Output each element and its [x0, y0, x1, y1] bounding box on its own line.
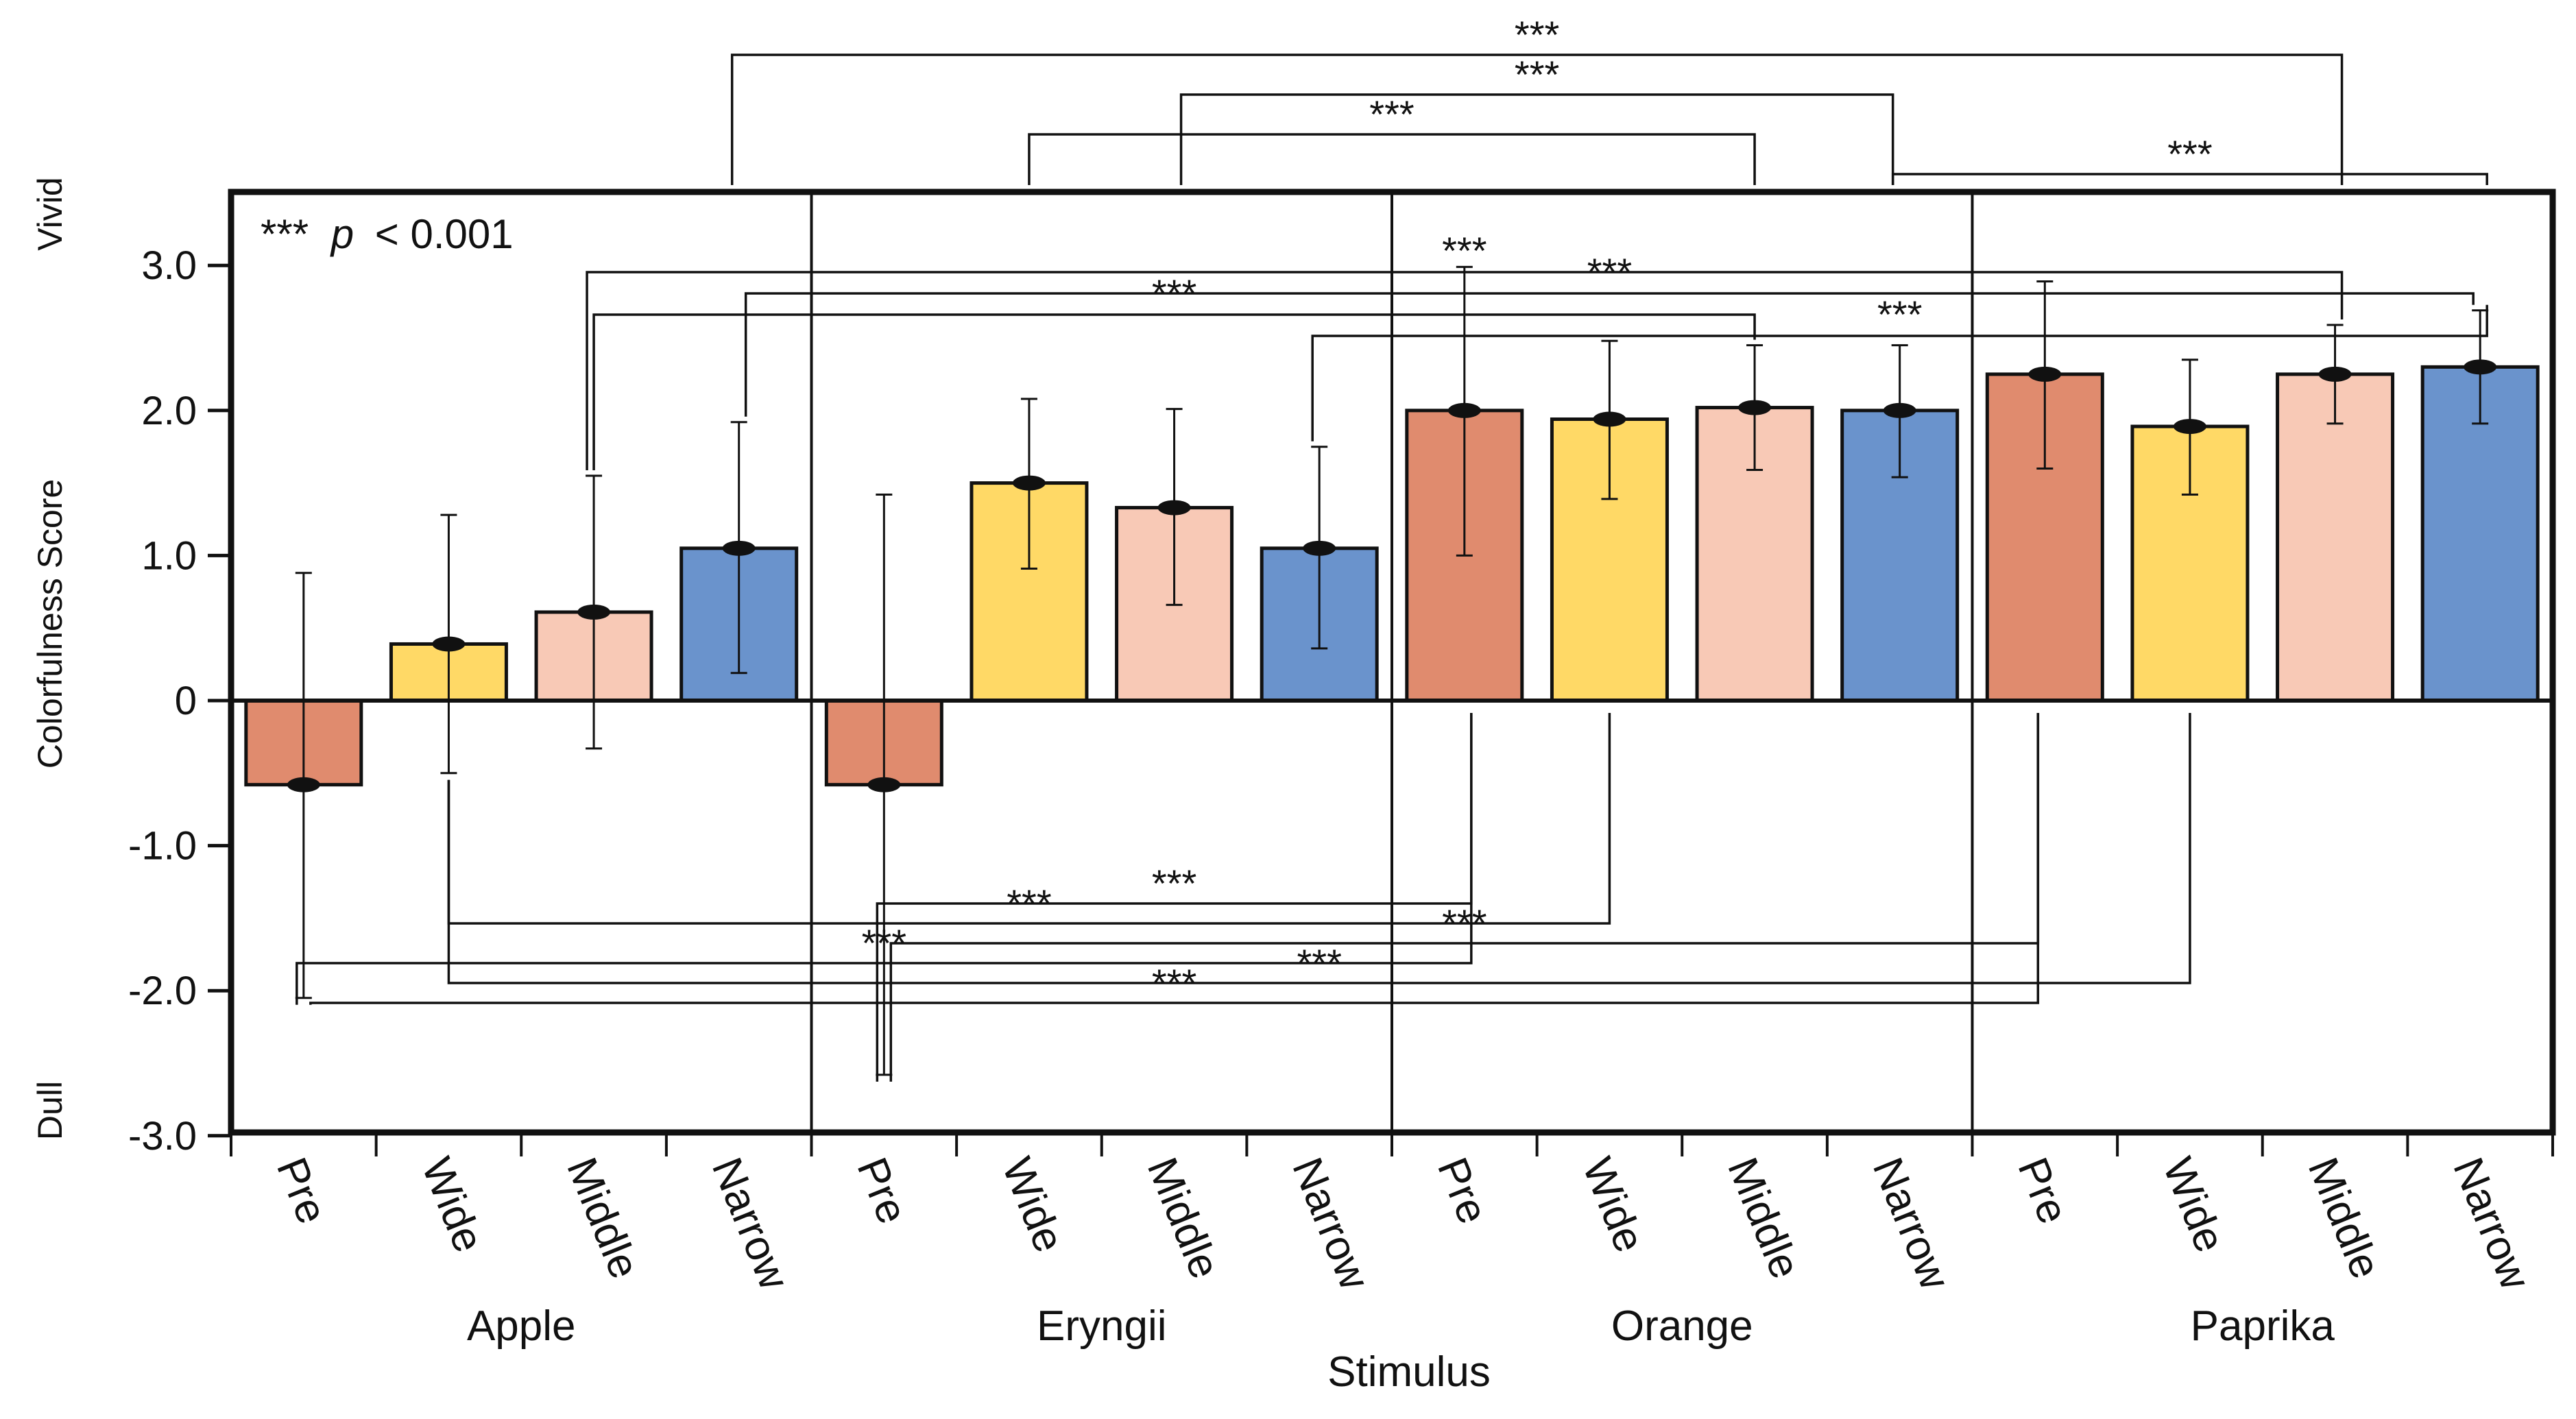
significance-brackets: ****************** ************ ****** ****… [296, 13, 2488, 1082]
significance-label: *** [1007, 882, 1051, 925]
y-axis: 3.0 2.0 1.0 0 -1.0 -2.0 -3.0 [128, 243, 231, 1159]
group-label-apple: Apple [467, 1302, 576, 1350]
significance-bracket [1028, 133, 1756, 185]
significance-bracket [309, 713, 2040, 1005]
y-axis-vivid-label: Vivid [31, 177, 69, 250]
significance-label: *** [1877, 293, 1922, 336]
legend-p-symbol: p [330, 211, 354, 257]
mean-marker-apple-wide [432, 636, 466, 652]
significance-label: *** [1152, 862, 1196, 905]
significance-label: *** [2167, 132, 2212, 175]
significance-label: *** [1442, 901, 1486, 945]
legend-stars: *** [261, 211, 309, 257]
mean-marker-orange-narrow [1883, 402, 1916, 418]
y-axis-dull-label: Dull [31, 1081, 69, 1140]
significance-label: *** [1515, 53, 1559, 96]
significance-label: *** [1297, 941, 1341, 984]
mean-marker-paprika-wide [2173, 419, 2206, 435]
mean-marker-apple-narrow [722, 540, 756, 556]
mean-marker-orange-wide [1593, 411, 1626, 427]
x-axis-title: Stimulus [1327, 1348, 1491, 1396]
error-bars [287, 265, 2497, 1076]
significance-label: *** [1515, 13, 1559, 56]
mean-marker-apple-middle [577, 604, 611, 620]
y-tick-label: 1.0 [141, 533, 197, 578]
y-axis-title: Colorfulness Score [31, 479, 69, 768]
mean-marker-eryngii-middle [1157, 500, 1191, 516]
legend-threshold: < 0.001 [375, 211, 514, 257]
mean-marker-apple-pre [287, 777, 320, 792]
mean-marker-paprika-pre [2028, 366, 2062, 382]
significance-legend: *** p < 0.001 [261, 211, 514, 257]
significance-label: *** [1369, 93, 1414, 136]
mean-marker-eryngii-pre [867, 777, 901, 792]
y-tick-label: 3.0 [141, 243, 197, 288]
y-tick-label: -2.0 [128, 969, 197, 1013]
y-tick-label: -1.0 [128, 824, 197, 869]
significance-bracket [1179, 93, 1894, 185]
group-label-paprika: Paprika [2191, 1302, 2335, 1350]
significance-bracket [592, 313, 1756, 471]
mean-marker-orange-pre [1447, 402, 1481, 418]
significance-label: *** [1152, 961, 1196, 1004]
mean-marker-paprika-narrow [2464, 359, 2497, 375]
significance-bracket [447, 713, 2191, 984]
y-tick-label: 0 [175, 679, 197, 723]
mean-marker-orange-middle [1738, 400, 1772, 415]
significance-bracket [730, 53, 2344, 185]
group-label-orange: Orange [1611, 1302, 1753, 1350]
group-label-eryngii: Eryngii [1037, 1302, 1167, 1350]
significance-bracket [1311, 304, 2488, 441]
y-tick-label: -3.0 [128, 1114, 197, 1159]
mean-marker-eryngii-wide [1012, 475, 1046, 491]
significance-label: *** [1442, 229, 1486, 272]
mean-marker-paprika-middle [2318, 366, 2352, 382]
mean-marker-eryngii-narrow [1303, 540, 1336, 556]
significance-bracket [744, 292, 2475, 417]
y-tick-label: 2.0 [141, 389, 197, 433]
